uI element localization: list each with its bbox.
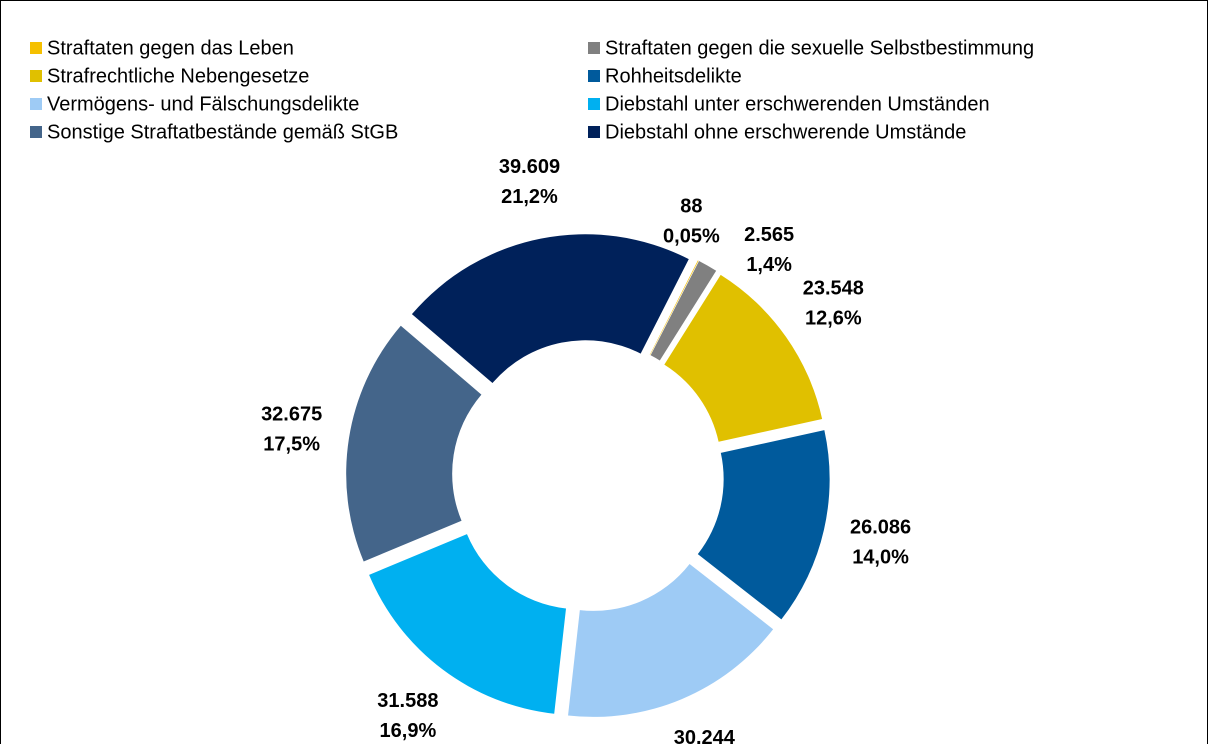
legend-swatch (30, 70, 42, 82)
legend-swatch (588, 42, 600, 54)
legend-label: Diebstahl ohne erschwerende Umstände (605, 121, 966, 143)
percent-label: 0,05% (663, 225, 720, 247)
value-label: 32.675 (261, 404, 322, 426)
percent-label: 14,0% (852, 547, 909, 569)
legend-label: Straftaten gegen das Leben (47, 37, 294, 59)
legend-label: Straftaten gegen die sexuelle Selbstbest… (605, 37, 1034, 59)
value-label: 88 (680, 195, 702, 217)
percent-label: 1,4% (746, 254, 792, 276)
legend-swatch (588, 70, 600, 82)
legend-label: Sonstige Straftatbestände gemäß StGB (47, 121, 398, 143)
legend-swatch (588, 126, 600, 138)
percent-label: 16,9% (380, 720, 437, 742)
value-label: 39.609 (499, 156, 560, 178)
percent-label: 21,2% (501, 186, 558, 208)
legend-label: Vermögens- und Fälschungsdelikte (47, 93, 359, 115)
donut-slice (369, 534, 567, 714)
legend-swatch (588, 98, 600, 110)
percent-label: 12,6% (805, 308, 862, 330)
legend-swatch (30, 126, 42, 138)
legend-label: Diebstahl unter erschwerenden Umständen (605, 93, 990, 115)
donut-slice (346, 325, 482, 562)
legend-label: Rohheitsdelikte (605, 65, 742, 87)
percent-label: 17,5% (263, 434, 320, 456)
donut-slice (649, 260, 699, 355)
donut-slice (664, 274, 823, 442)
value-label: 26.086 (850, 517, 911, 539)
legend-label: Strafrechtliche Nebengesetze (47, 65, 309, 87)
donut-slice (650, 260, 717, 361)
donut-slice (697, 430, 830, 620)
value-label: 30.244 (674, 727, 736, 744)
legend-swatch (30, 98, 42, 110)
donut-slice (568, 563, 774, 717)
value-label: 23.548 (803, 278, 864, 300)
value-label: 31.588 (377, 690, 438, 712)
donut-slice (411, 234, 689, 384)
legend-swatch (30, 42, 42, 54)
value-label: 2.565 (744, 224, 794, 246)
